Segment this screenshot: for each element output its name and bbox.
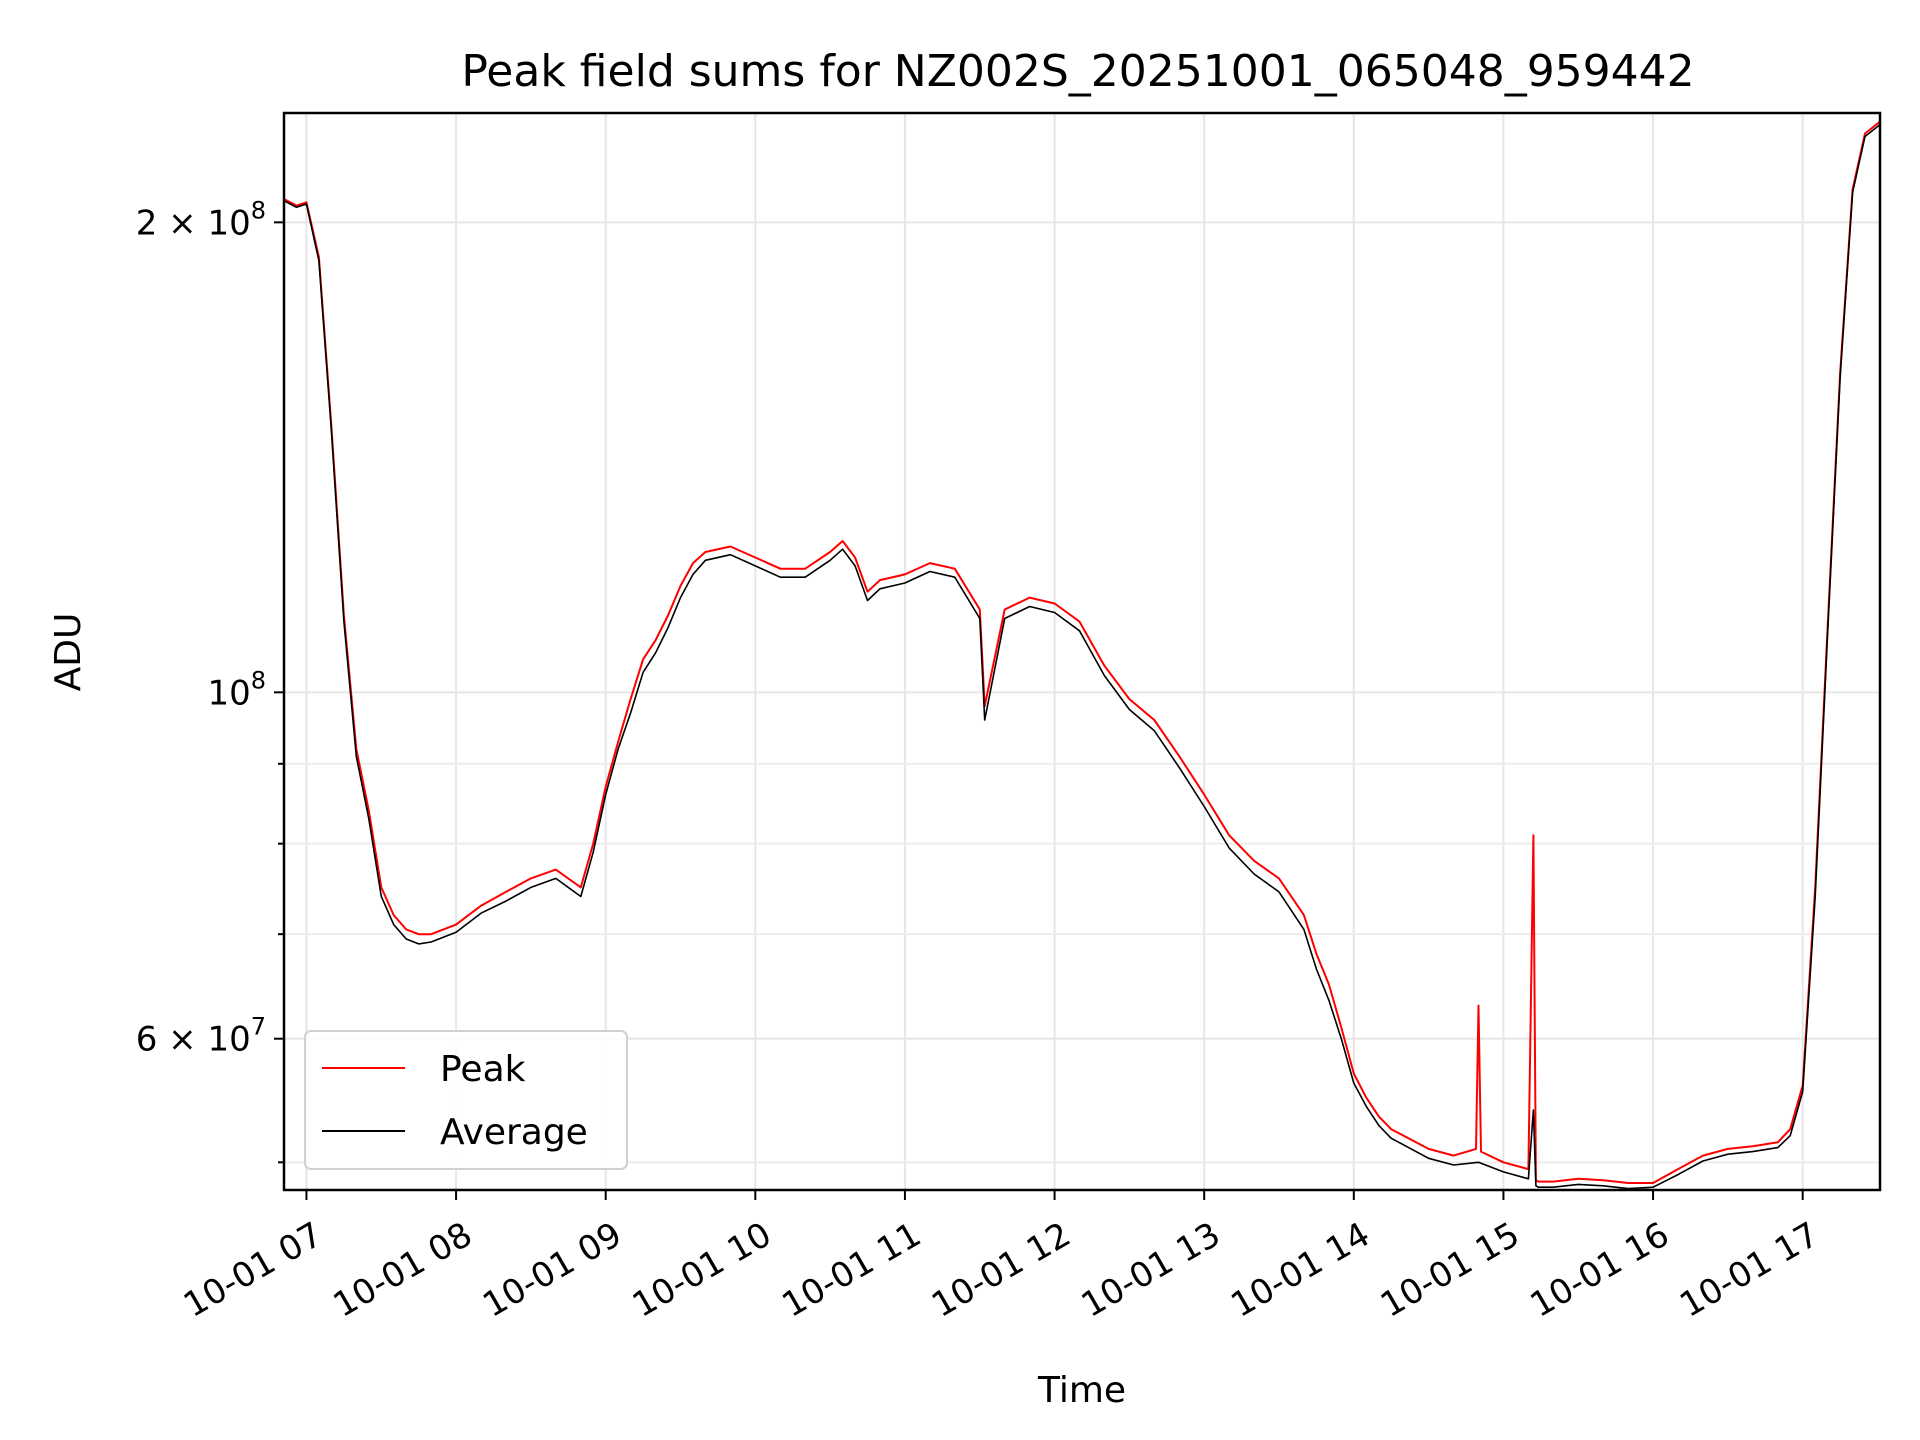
series-layer xyxy=(284,120,1880,1190)
y-tick-label: 2 × 108 xyxy=(136,196,266,243)
x-axis-label: Time xyxy=(1037,1370,1126,1411)
y-tick-label: 108 xyxy=(207,666,266,713)
plot-frame xyxy=(282,111,1882,1192)
series-line-average xyxy=(284,123,1880,1190)
series-line-peak xyxy=(284,120,1880,1184)
legend-label-average: Average xyxy=(440,1112,588,1153)
legend: Peak Average xyxy=(304,1030,628,1170)
chart-title: Peak field sums for NZ002S_20251001_0650… xyxy=(461,46,1694,97)
y-axis: 6 × 107 108 2 × 108 xyxy=(136,196,284,1164)
y-tick-label: 6 × 107 xyxy=(136,1013,266,1060)
legend-box xyxy=(304,1030,628,1170)
y-axis-label: ADU xyxy=(48,613,89,692)
legend-label-peak: Peak xyxy=(440,1049,526,1090)
